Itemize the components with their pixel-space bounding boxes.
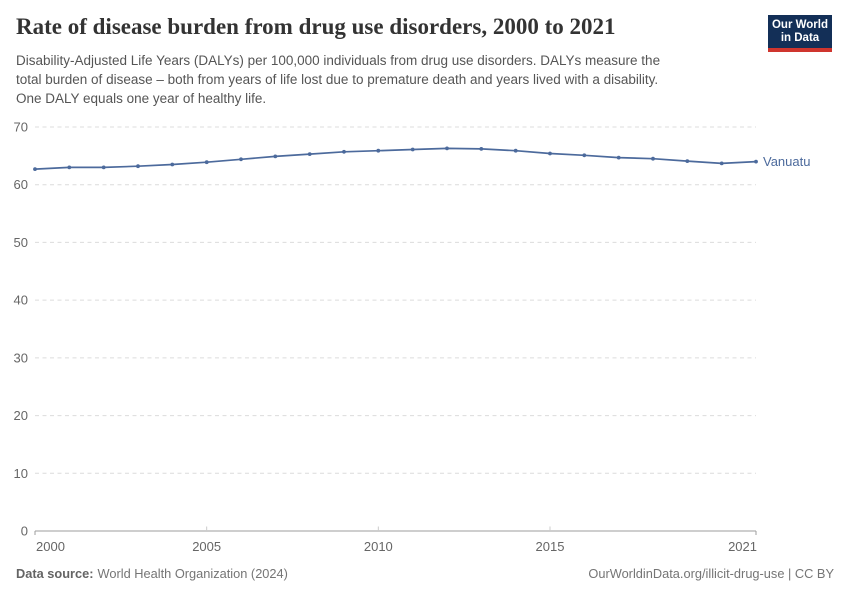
data-point[interactable] — [479, 147, 484, 151]
owid-logo-box: Our World in Data — [768, 15, 832, 48]
data-point[interactable] — [33, 167, 37, 172]
data-point[interactable] — [67, 165, 72, 170]
data-point[interactable] — [548, 151, 552, 156]
data-point[interactable] — [136, 164, 140, 169]
x-tick-label: 2021 — [728, 539, 757, 554]
data-point[interactable] — [342, 149, 346, 154]
data-point[interactable] — [582, 153, 587, 158]
data-point[interactable] — [101, 165, 106, 170]
data-source-value: World Health Organization (2024) — [97, 566, 288, 581]
x-tick-label: 2015 — [536, 539, 565, 554]
series-end-label[interactable]: Vanuatu — [763, 154, 810, 169]
owid-logo-line2: in Data — [780, 32, 820, 44]
data-source-label: Data source: — [16, 566, 94, 581]
chart-footer: Data source: World Health Organization (2… — [16, 566, 834, 581]
data-point[interactable] — [445, 146, 449, 151]
y-tick-label: 30 — [14, 350, 28, 365]
data-point[interactable] — [754, 159, 758, 164]
owid-logo-stripe — [768, 48, 832, 52]
data-point[interactable] — [307, 152, 312, 157]
y-tick-label: 40 — [14, 293, 28, 308]
x-tick-label: 2005 — [192, 539, 221, 554]
data-point[interactable] — [376, 148, 381, 153]
subtitle-line: Disability-Adjusted Life Years (DALYs) p… — [16, 53, 661, 68]
data-point[interactable] — [685, 159, 690, 164]
data-point[interactable] — [719, 161, 724, 166]
data-point[interactable] — [273, 154, 278, 159]
y-tick-label: 70 — [14, 120, 28, 135]
y-tick-label: 50 — [14, 235, 28, 250]
data-point[interactable] — [651, 156, 655, 161]
x-tick-label: 2000 — [36, 539, 65, 554]
data-point[interactable] — [410, 147, 415, 152]
data-point[interactable] — [513, 148, 518, 153]
y-tick-label: 60 — [14, 177, 28, 192]
data-point[interactable] — [204, 160, 209, 165]
x-tick-label: 2010 — [364, 539, 393, 554]
y-tick-label: 0 — [21, 524, 28, 539]
data-point[interactable] — [239, 157, 243, 162]
y-tick-label: 10 — [14, 466, 28, 481]
subtitle-line: total burden of disease – both from year… — [16, 72, 659, 87]
subtitle-line: One DALY equals one year of healthy life… — [16, 91, 267, 106]
y-tick-label: 20 — [14, 408, 28, 423]
chart-subtitle: Disability-Adjusted Life Years (DALYs) p… — [16, 51, 660, 108]
data-point[interactable] — [616, 155, 621, 160]
chart-title: Rate of disease burden from drug use dis… — [16, 14, 616, 39]
series-line-vanuatu[interactable] — [34, 147, 757, 170]
owid-logo: Our World in Data — [768, 15, 832, 52]
data-point[interactable] — [170, 162, 175, 167]
owid-logo-line1: Our World — [771, 19, 828, 31]
data-source-note: Data source: World Health Organization (2… — [16, 566, 288, 581]
credit-link[interactable]: OurWorldinData.org/illicit-drug-use | CC… — [588, 566, 834, 581]
